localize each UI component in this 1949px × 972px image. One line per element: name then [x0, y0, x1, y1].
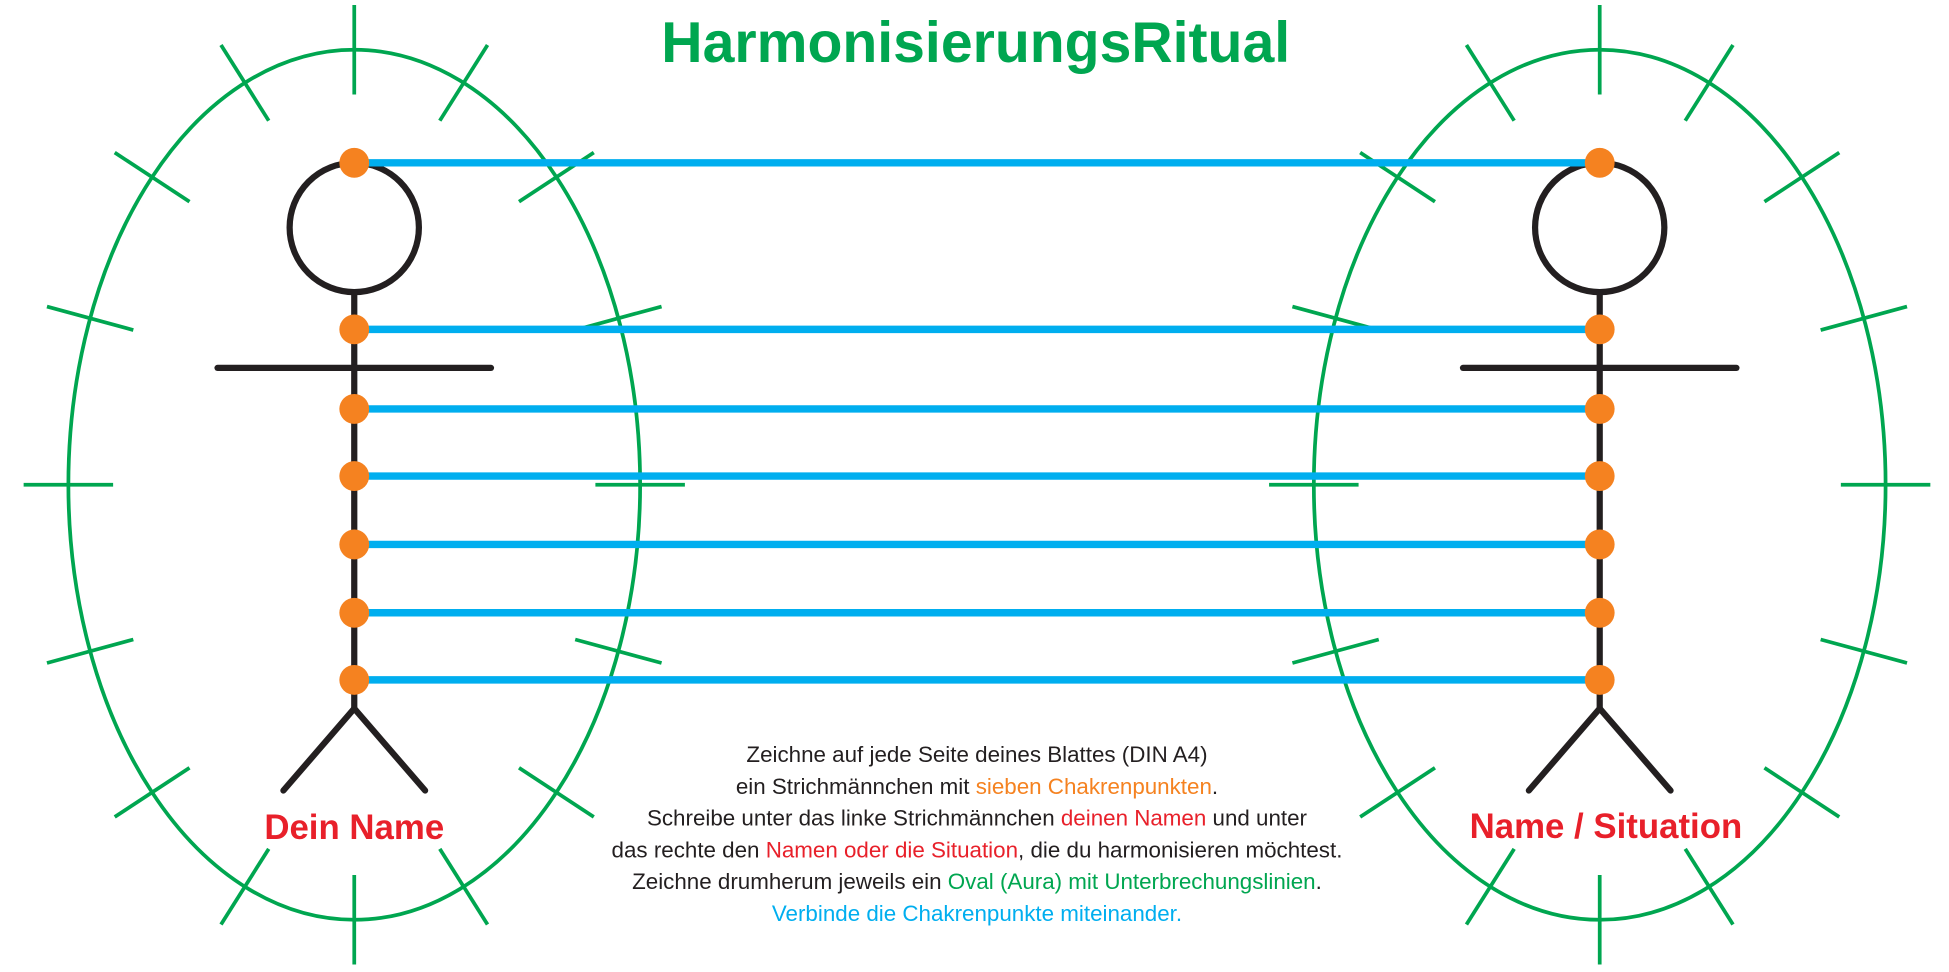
instruction-text: Zeichne auf jede Seite deines Blattes (D…	[746, 742, 1207, 767]
chakra-point	[1585, 598, 1615, 628]
aura-break	[1466, 849, 1514, 925]
chakra-point	[339, 148, 369, 178]
instruction-line: Verbinde die Chakrenpunkte miteinander.	[772, 901, 1182, 926]
aura-break	[1360, 768, 1435, 817]
instruction-text: .	[1212, 774, 1218, 799]
instruction-text: deinen Namen	[1061, 806, 1206, 831]
legs	[1529, 708, 1671, 790]
instruction-text: , die du harmonisieren möchtest.	[1018, 837, 1342, 862]
instruction-text: sieben Chakrenpunkten	[976, 774, 1212, 799]
chakra-point	[339, 394, 369, 424]
instruction-text: das rechte den	[612, 837, 766, 862]
aura-break	[221, 849, 269, 925]
instruction-text: und unter	[1206, 806, 1307, 831]
chakra-point	[339, 314, 369, 344]
aura-break	[47, 307, 133, 331]
instruction-text: Oval (Aura) mit Unterbrechungslinien	[948, 869, 1316, 894]
instruction-text: ein Strichmännchen mit	[736, 774, 976, 799]
chakra-point	[1585, 394, 1615, 424]
aura-break	[1764, 768, 1839, 817]
chakra-point	[339, 530, 369, 560]
instructions: Zeichne auf jede Seite deines Blattes (D…	[612, 742, 1343, 926]
aura-break	[1821, 307, 1907, 331]
legs	[283, 708, 425, 790]
aura-break	[1764, 153, 1839, 202]
aura-break	[1292, 639, 1378, 663]
chakra-point	[1585, 148, 1615, 178]
chakra-links	[339, 148, 1614, 695]
left-label: Dein Name	[264, 808, 444, 847]
chakra-point	[1585, 461, 1615, 491]
head	[1535, 163, 1664, 292]
aura-break	[47, 639, 133, 663]
instruction-text: Verbinde die Chakrenpunkte miteinander.	[772, 901, 1182, 926]
aura-break	[440, 45, 488, 121]
aura-break	[115, 768, 190, 817]
instruction-text: .	[1316, 869, 1322, 894]
aura-break	[440, 849, 488, 925]
instruction-line: Zeichne auf jede Seite deines Blattes (D…	[746, 742, 1207, 767]
aura-break	[1466, 45, 1514, 121]
title: HarmonisierungsRitual	[661, 11, 1290, 75]
instruction-text: Namen oder die Situation	[766, 837, 1018, 862]
instruction-line: ein Strichmännchen mit sieben Chakrenpun…	[736, 774, 1218, 799]
chakra-point	[1585, 530, 1615, 560]
chakra-point	[1585, 314, 1615, 344]
head	[290, 163, 419, 292]
chakra-point	[339, 598, 369, 628]
instruction-line: das rechte den Namen oder die Situation,…	[612, 837, 1343, 862]
chakra-point	[1585, 665, 1615, 695]
aura-break	[519, 768, 594, 817]
aura-break	[1821, 639, 1907, 663]
instruction-text: Zeichne drumherum jeweils ein	[632, 869, 948, 894]
instruction-line: Schreibe unter das linke Strichmännchen …	[647, 806, 1308, 831]
aura-break	[1685, 45, 1733, 121]
chakra-point	[339, 461, 369, 491]
aura-break	[575, 639, 661, 663]
right-label: Name / Situation	[1470, 807, 1743, 846]
page: {"title": "HarmonisierungsRitual", "left…	[0, 0, 1949, 972]
aura-break	[115, 153, 190, 202]
instruction-text: Schreibe unter das linke Strichmännchen	[647, 806, 1061, 831]
diagram: HarmonisierungsRitual Dein Name Name / S…	[0, 0, 1949, 972]
aura-break	[221, 45, 269, 121]
chakra-point	[339, 665, 369, 695]
aura-break	[1685, 849, 1733, 925]
instruction-line: Zeichne drumherum jeweils ein Oval (Aura…	[632, 869, 1322, 894]
